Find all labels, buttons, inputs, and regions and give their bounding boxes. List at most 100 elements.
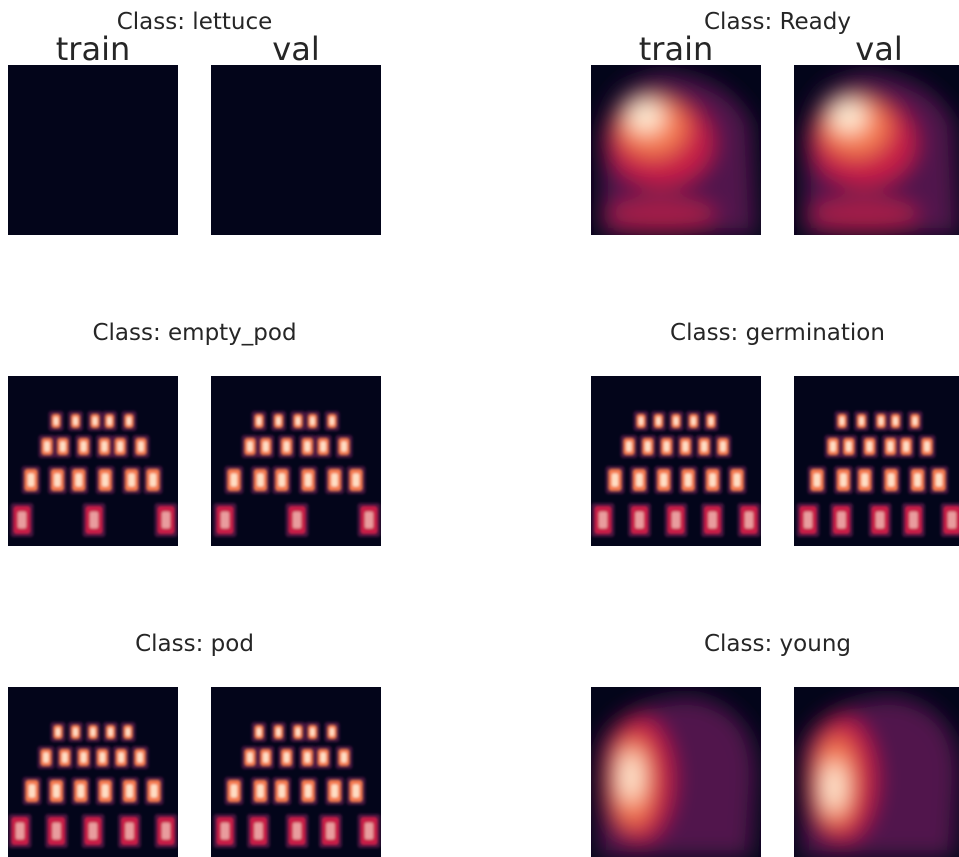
- pod-core: [305, 752, 311, 762]
- pod-core: [276, 728, 281, 736]
- pod-core: [636, 473, 643, 486]
- pod-core: [846, 441, 852, 451]
- pod-core: [44, 441, 50, 451]
- pod-core: [683, 441, 689, 451]
- pod-core: [305, 441, 311, 451]
- pod-core: [54, 417, 59, 425]
- column-label-train: train: [8, 31, 178, 67]
- pod-core: [137, 752, 143, 762]
- heatmap-panel-pod: Class: pod: [8, 630, 381, 830]
- heatmap-panel-ready: Class: Ready train val: [591, 8, 959, 208]
- pod-core: [62, 752, 68, 762]
- heatmap-panel-lettuce: Class: lettuce train val: [8, 8, 381, 208]
- pod-core: [685, 473, 692, 486]
- pod-core: [888, 441, 894, 451]
- panel-title: Class: empty_pod: [8, 319, 381, 347]
- pod-core: [859, 417, 864, 425]
- pod-core: [635, 512, 644, 529]
- pod-core: [89, 823, 98, 840]
- heatmap-val: [211, 376, 381, 546]
- pod-core: [56, 728, 61, 736]
- pod-core: [73, 728, 78, 736]
- heatmap-val: [211, 687, 381, 857]
- heatmap-val: [794, 687, 959, 857]
- pod-core: [263, 441, 269, 451]
- pod-core: [257, 473, 264, 486]
- pod-core: [365, 512, 374, 529]
- pod-core: [231, 473, 238, 486]
- pod-core: [599, 512, 608, 529]
- panel-title: Class: germination: [591, 319, 959, 347]
- pod-core: [320, 752, 326, 762]
- pod-core: [247, 752, 253, 762]
- pod-core: [43, 752, 49, 762]
- heatmap-panel-germination: Class: germination: [591, 319, 959, 519]
- pod-core: [879, 417, 884, 425]
- pod-core: [81, 441, 87, 451]
- pod-core: [54, 473, 61, 486]
- pod-core: [661, 473, 668, 486]
- panel-title: Class: young: [591, 630, 959, 658]
- pod-core: [257, 417, 262, 425]
- heat-base: [809, 197, 919, 233]
- heat-core: [620, 751, 642, 803]
- heatmap-train: [591, 687, 761, 857]
- pod-core: [276, 417, 281, 425]
- pod-core: [90, 512, 99, 529]
- pod-core: [310, 728, 315, 736]
- pod-core: [102, 784, 109, 797]
- pod-core: [221, 823, 230, 840]
- pod-core: [876, 512, 885, 529]
- pod-core: [231, 784, 238, 797]
- heatmap-background: [211, 65, 381, 235]
- heatmap-train: [8, 65, 178, 235]
- pod-core: [804, 512, 813, 529]
- pod-core: [656, 417, 661, 425]
- pod-core: [639, 417, 644, 425]
- pod-core: [924, 441, 930, 451]
- pod-core: [296, 417, 301, 425]
- pod-core: [365, 823, 374, 840]
- pod-core: [830, 441, 836, 451]
- pod-core: [126, 728, 131, 736]
- pod-core: [257, 784, 264, 797]
- pod-core: [840, 417, 845, 425]
- pod-core: [254, 823, 263, 840]
- pod-core: [709, 473, 716, 486]
- heatmap-train: [591, 376, 761, 546]
- pod-core: [284, 441, 290, 451]
- column-label-train: train: [591, 31, 761, 67]
- pod-core: [330, 728, 335, 736]
- pod-core: [936, 473, 943, 486]
- pod-core: [126, 784, 133, 797]
- pod-core: [913, 417, 918, 425]
- heat-core: [823, 761, 845, 813]
- pod-core: [128, 473, 135, 486]
- heatmap-train: [8, 376, 178, 546]
- pod-core: [29, 784, 36, 797]
- column-label-val: val: [794, 31, 959, 67]
- pod-core: [612, 473, 619, 486]
- pod-core: [645, 441, 651, 451]
- pod-core: [701, 441, 707, 451]
- heatmap-panel-empty-pod: Class: empty_pod: [8, 319, 381, 519]
- pod-core: [331, 473, 338, 486]
- heatmap-val: [211, 65, 381, 235]
- pod-core: [118, 752, 124, 762]
- pod-core: [948, 512, 957, 529]
- heatmap-panel-young: Class: young: [591, 630, 959, 830]
- pod-core: [53, 784, 60, 797]
- pod-core: [28, 473, 35, 486]
- pod-core: [107, 417, 112, 425]
- pod-core: [293, 512, 302, 529]
- pod-core: [341, 441, 347, 451]
- pod-core: [293, 823, 302, 840]
- pod-core: [720, 441, 726, 451]
- pod-core: [91, 728, 96, 736]
- pod-core: [247, 441, 253, 451]
- pod-core: [672, 512, 681, 529]
- pod-core: [305, 473, 312, 486]
- pod-core: [52, 823, 61, 840]
- pod-core: [330, 417, 335, 425]
- pod-core: [664, 441, 670, 451]
